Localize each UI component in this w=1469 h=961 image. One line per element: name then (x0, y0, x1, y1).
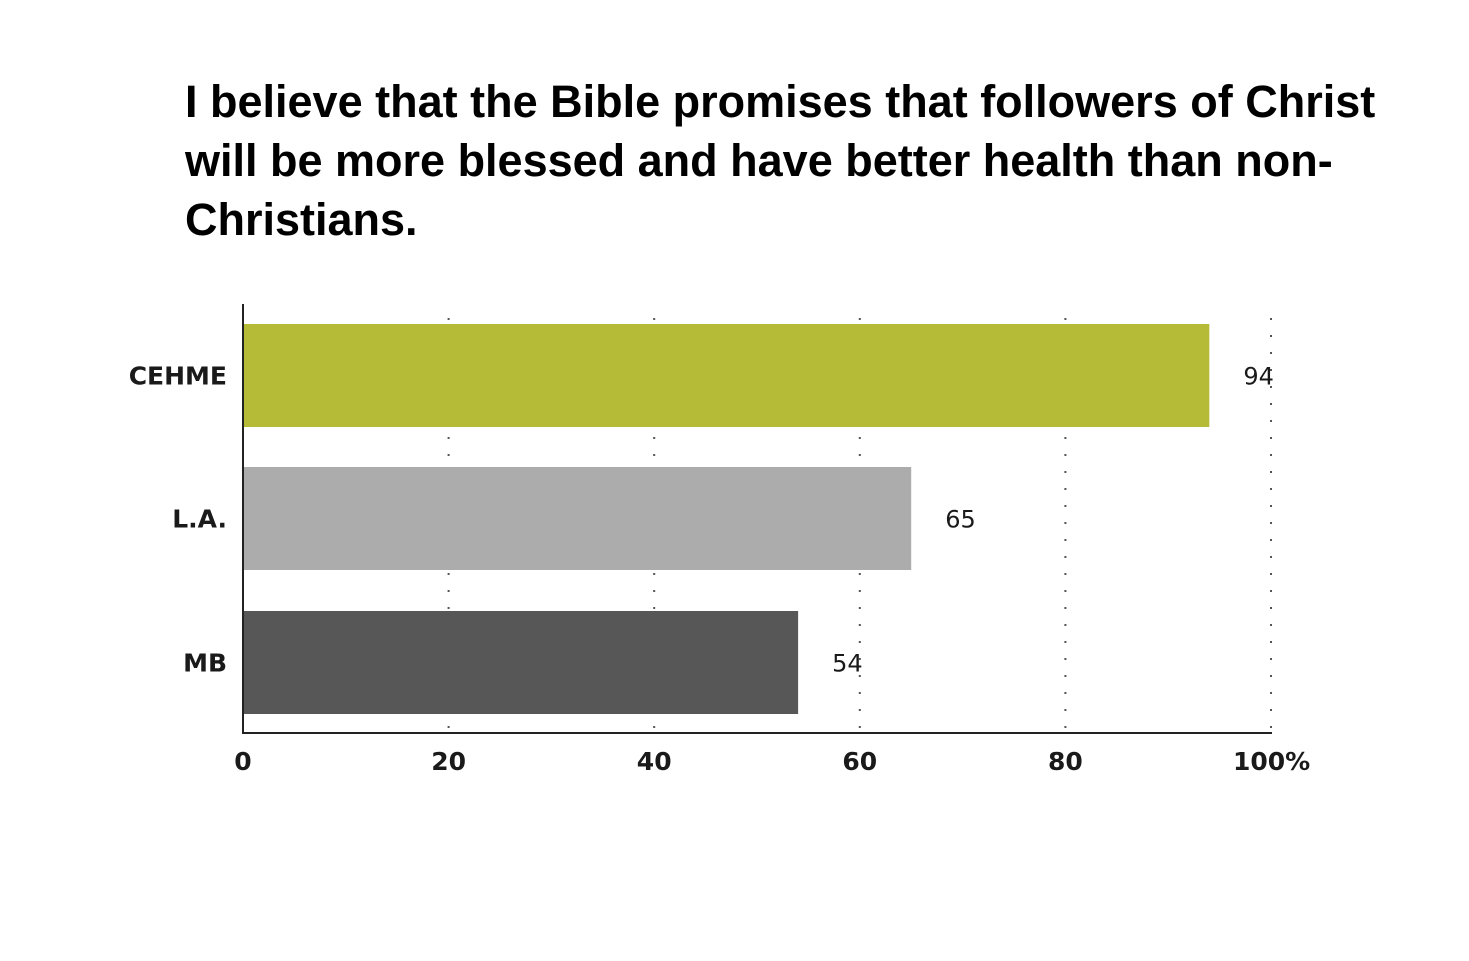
category-label: L.A. (172, 505, 227, 534)
axes (242, 304, 1272, 734)
bar-cehme (243, 324, 1210, 427)
value-label: 94 (1243, 363, 1274, 391)
x-tick-label: 60 (842, 747, 877, 776)
labels: 94 CEHME 65 L.A. 54 MB 0 20 40 60 80 100% (129, 362, 1311, 777)
chart-title: I believe that the Bible promises that f… (185, 76, 1376, 245)
category-label: CEHME (129, 362, 227, 391)
value-label: 65 (945, 506, 976, 534)
x-tick-label: 20 (431, 747, 466, 776)
value-label: 54 (832, 650, 863, 678)
bar-l-a (243, 467, 912, 570)
x-tick-label: 40 (637, 747, 672, 776)
bars (243, 324, 1210, 714)
x-tick-label: 80 (1048, 747, 1083, 776)
category-label: MB (183, 649, 227, 678)
bar-mb (243, 611, 799, 714)
x-tick-label: 100% (1233, 747, 1310, 776)
x-tick-label: 0 (234, 747, 251, 776)
